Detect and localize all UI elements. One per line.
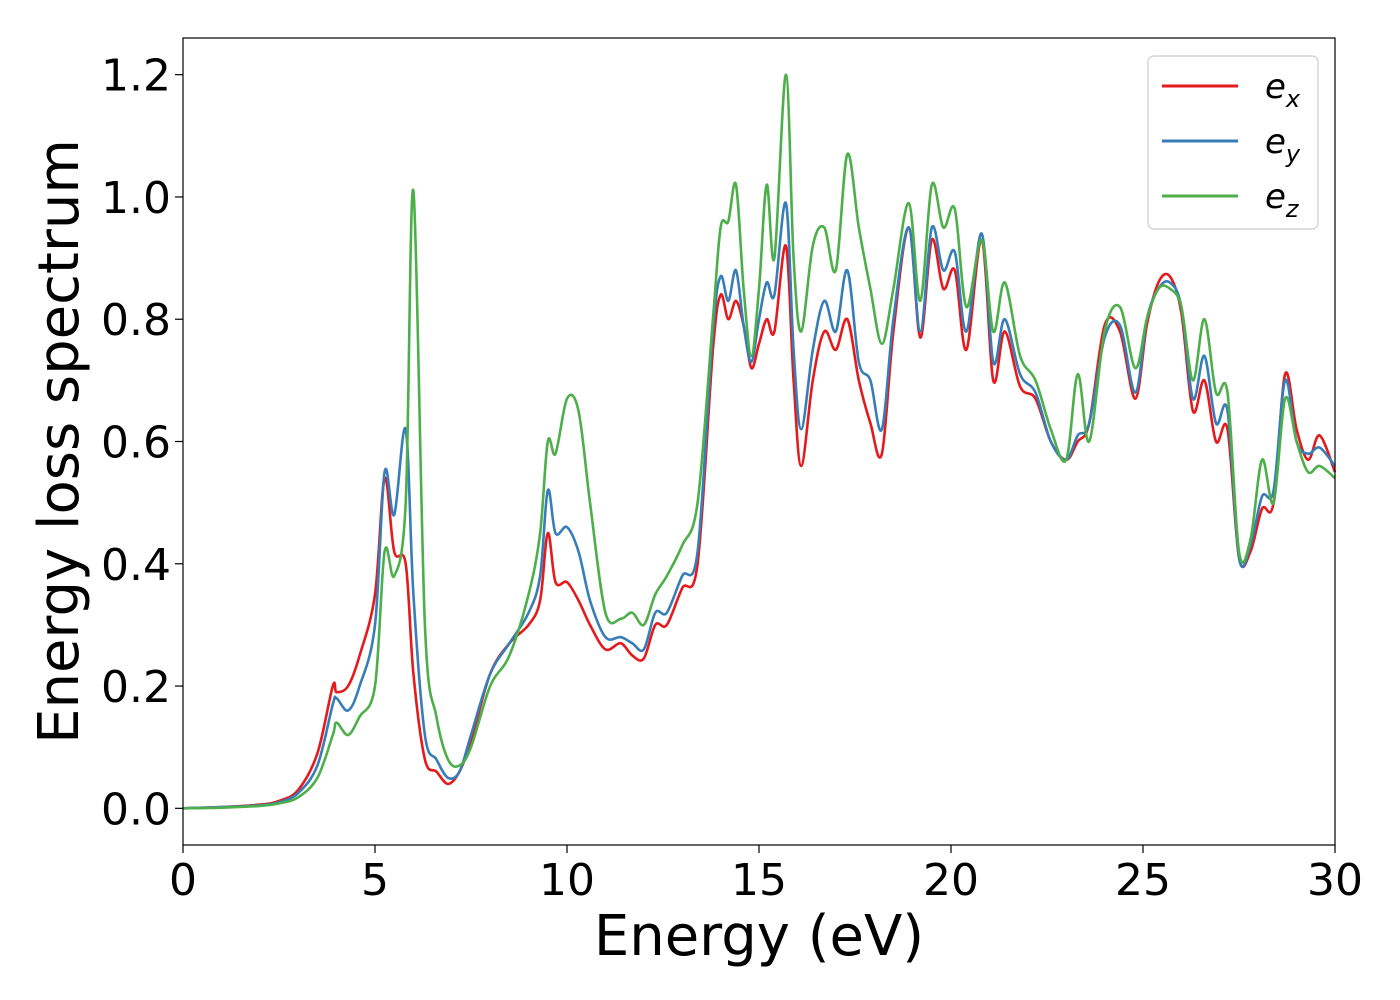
series-line-x bbox=[182, 226, 1337, 810]
y-tick-label: 0.2 bbox=[101, 662, 171, 713]
series-layer bbox=[182, 73, 1337, 810]
y-tick-label: 0.0 bbox=[101, 784, 171, 835]
x-tick-label: 20 bbox=[923, 855, 979, 906]
y-tick-label: 1.0 bbox=[101, 173, 171, 224]
x-tick-label: 0 bbox=[169, 855, 197, 906]
legend: ex ey ez bbox=[1147, 55, 1319, 230]
legend-label-x: ex bbox=[1265, 67, 1301, 113]
y-axis-ticks: 0.0 0.2 0.4 0.6 0.8 1.0 1.2 bbox=[101, 51, 183, 835]
legend-label-y: ey bbox=[1265, 122, 1301, 168]
series-line-z bbox=[182, 73, 1336, 810]
x-tick-label: 25 bbox=[1115, 855, 1171, 906]
x-tick-label: 30 bbox=[1307, 855, 1363, 906]
y-tick-label: 0.4 bbox=[101, 540, 171, 591]
x-tick-label: 5 bbox=[361, 855, 389, 906]
legend-label-z: ez bbox=[1265, 177, 1300, 223]
y-tick-label: 1.2 bbox=[101, 51, 171, 102]
y-tick-label: 0.8 bbox=[101, 295, 171, 346]
x-tick-label: 10 bbox=[539, 855, 595, 906]
x-axis-title: Energy (eV) bbox=[594, 904, 924, 969]
x-axis-ticks: 0 5 10 15 20 25 30 bbox=[169, 845, 1363, 906]
y-tick-label: 0.6 bbox=[101, 418, 171, 469]
y-axis-title: Energy loss spectrum bbox=[27, 139, 92, 744]
x-tick-label: 15 bbox=[731, 855, 787, 906]
